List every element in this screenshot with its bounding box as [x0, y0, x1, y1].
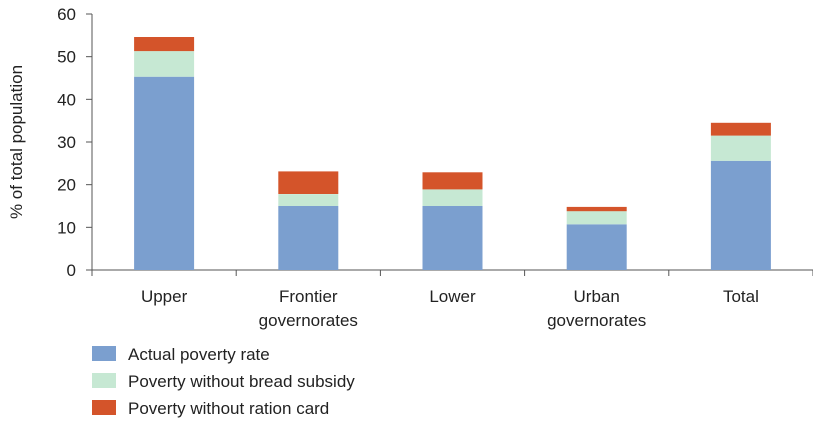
y-axis: 0 10 20 30 40 50 60 — [57, 5, 93, 280]
bar-segment — [566, 206, 627, 212]
bar-segment — [566, 224, 627, 270]
bar-segment — [710, 160, 771, 270]
bar-stack — [710, 122, 771, 270]
y-tick-label: 50 — [57, 48, 76, 67]
x-axis — [91, 269, 813, 276]
category-label: Urban governorates — [547, 287, 646, 330]
legend-swatch — [92, 373, 116, 388]
category-labels: Upper Frontier governorates Lower Urban gover… — [141, 287, 759, 330]
legend-label: Poverty without bread subsidy — [128, 372, 355, 391]
legend-label: Actual poverty rate — [128, 345, 270, 364]
bar-stack — [566, 206, 627, 270]
bar-segment — [566, 211, 627, 225]
y-tick-label: 20 — [57, 176, 76, 195]
legend-label: Poverty without ration card — [128, 399, 329, 418]
bar-segment — [134, 51, 195, 77]
y-tick-label: 0 — [67, 261, 76, 280]
y-tick-label: 60 — [57, 5, 76, 24]
bar-segment — [422, 172, 483, 190]
legend-item: Poverty without ration card — [92, 399, 329, 418]
y-tick-label: 10 — [57, 218, 76, 237]
category-label: Upper — [141, 287, 188, 306]
bar-stack — [422, 172, 483, 270]
bar-segment — [134, 76, 195, 270]
y-tick-label: 40 — [57, 90, 76, 109]
y-tick-label: 30 — [57, 133, 76, 152]
legend-item: Actual poverty rate — [92, 345, 270, 364]
bar-segment — [134, 37, 195, 52]
legend: Actual poverty rate Poverty without bread… — [92, 345, 355, 418]
legend-swatch — [92, 400, 116, 415]
bar-segment — [422, 206, 483, 270]
category-label: Total — [723, 287, 759, 306]
bar-segment — [710, 135, 771, 161]
bar-stack — [134, 37, 195, 270]
bar-segment — [422, 189, 483, 206]
bar-segment — [710, 122, 771, 136]
category-label: Lower — [429, 287, 476, 306]
bar-segment — [278, 194, 339, 206]
legend-item: Poverty without bread subsidy — [92, 372, 355, 391]
bar-stack — [278, 171, 339, 270]
y-axis-title: % of total population — [7, 65, 26, 219]
bar-segment — [278, 206, 339, 270]
category-label: Frontier governorates — [259, 287, 358, 330]
legend-swatch — [92, 346, 116, 361]
bar-segment — [278, 171, 339, 194]
bars — [134, 37, 771, 270]
